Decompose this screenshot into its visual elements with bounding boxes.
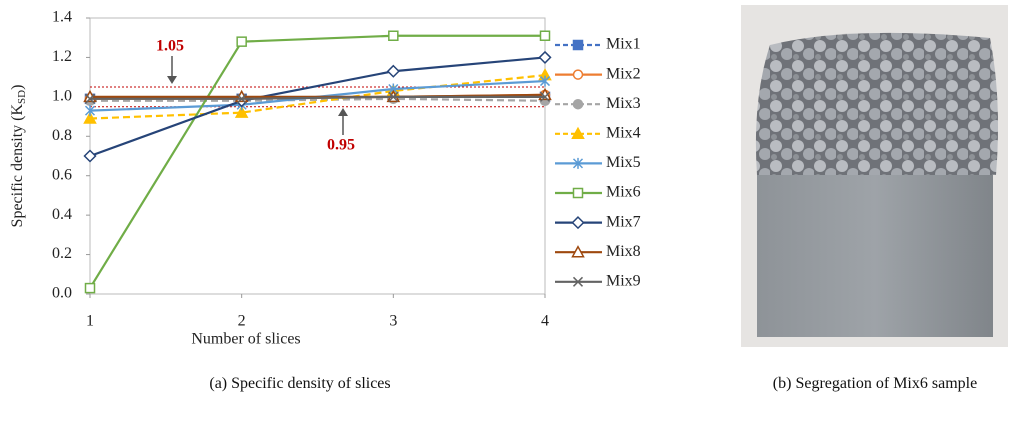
- y-tick-label: 0.0: [52, 285, 72, 302]
- legend-label: Mix1: [606, 36, 641, 53]
- arrow-head: [167, 76, 177, 84]
- plot-frame: [89, 17, 546, 295]
- marker: [84, 93, 96, 104]
- legend-label: Mix4: [606, 124, 641, 141]
- series-line: [90, 97, 546, 102]
- caption-b: (b) Segregation of Mix6 sample: [772, 375, 978, 392]
- legend-label: Mix7: [606, 213, 641, 230]
- marker: [538, 50, 552, 64]
- x-tick-label: 3: [389, 313, 397, 330]
- marker: [386, 64, 400, 78]
- series-line: [90, 95, 545, 100]
- marker: [388, 91, 399, 102]
- legend-label: Mix5: [606, 154, 641, 171]
- marker: [388, 30, 399, 41]
- y-label-text: Specific density (K: [9, 103, 26, 227]
- reference-label: 0.95: [327, 137, 355, 154]
- marker: [539, 75, 551, 87]
- marker: [83, 149, 97, 163]
- legend-marker: [572, 157, 584, 169]
- arrow-head: [338, 108, 348, 116]
- y-tick-label: 1.0: [52, 88, 72, 105]
- y-tick-label: 0.8: [52, 127, 72, 144]
- marker: [539, 30, 551, 41]
- legend-label: Mix2: [606, 65, 641, 82]
- caption-a: (a) Specific density of slices: [209, 375, 391, 392]
- marker: [84, 105, 96, 117]
- y-tick-label: 0.6: [52, 166, 72, 183]
- marker: [84, 282, 96, 294]
- legend-marker: [572, 39, 584, 51]
- legend-label: Mix6: [606, 184, 641, 201]
- legend-label: Mix8: [606, 243, 641, 260]
- legend-label: Mix9: [606, 272, 641, 289]
- x-tick-label: 1: [86, 313, 94, 330]
- y-tick-label: 1.2: [52, 48, 72, 65]
- y-tick-label: 0.2: [52, 245, 72, 262]
- legend-marker: [571, 216, 585, 230]
- legend-marker: [572, 69, 584, 80]
- photo: [741, 5, 1008, 347]
- x-tick-label: 2: [238, 313, 246, 330]
- legend-marker: [571, 245, 585, 258]
- y-tick-label: 1.4: [52, 9, 72, 26]
- marker: [83, 111, 97, 124]
- x-tick-label: 4: [541, 313, 549, 330]
- marker: [236, 93, 247, 104]
- legend-label: Mix3: [606, 95, 641, 112]
- legend-marker: [572, 187, 584, 199]
- marker: [236, 36, 247, 47]
- marker: [234, 105, 249, 118]
- aggregate-top: [755, 32, 998, 176]
- x-axis-label: Number of slices: [191, 331, 300, 348]
- y-tick-label: 0.4: [52, 206, 72, 223]
- series-line: [89, 34, 545, 289]
- legend-marker: [572, 98, 584, 110]
- reference-label: 1.05: [156, 38, 184, 55]
- concrete-block: [757, 165, 993, 337]
- chart: Number of slices Specific density (KSD) …: [9, 5, 1008, 348]
- y-label-sub: SD: [16, 90, 28, 104]
- marker: [539, 91, 551, 102]
- legend-marker: [571, 126, 585, 140]
- series-line: [89, 56, 546, 158]
- y-axis-label: Specific density (KSD): [9, 85, 28, 228]
- legend-marker: [572, 276, 584, 287]
- y-label-text: ): [9, 85, 26, 90]
